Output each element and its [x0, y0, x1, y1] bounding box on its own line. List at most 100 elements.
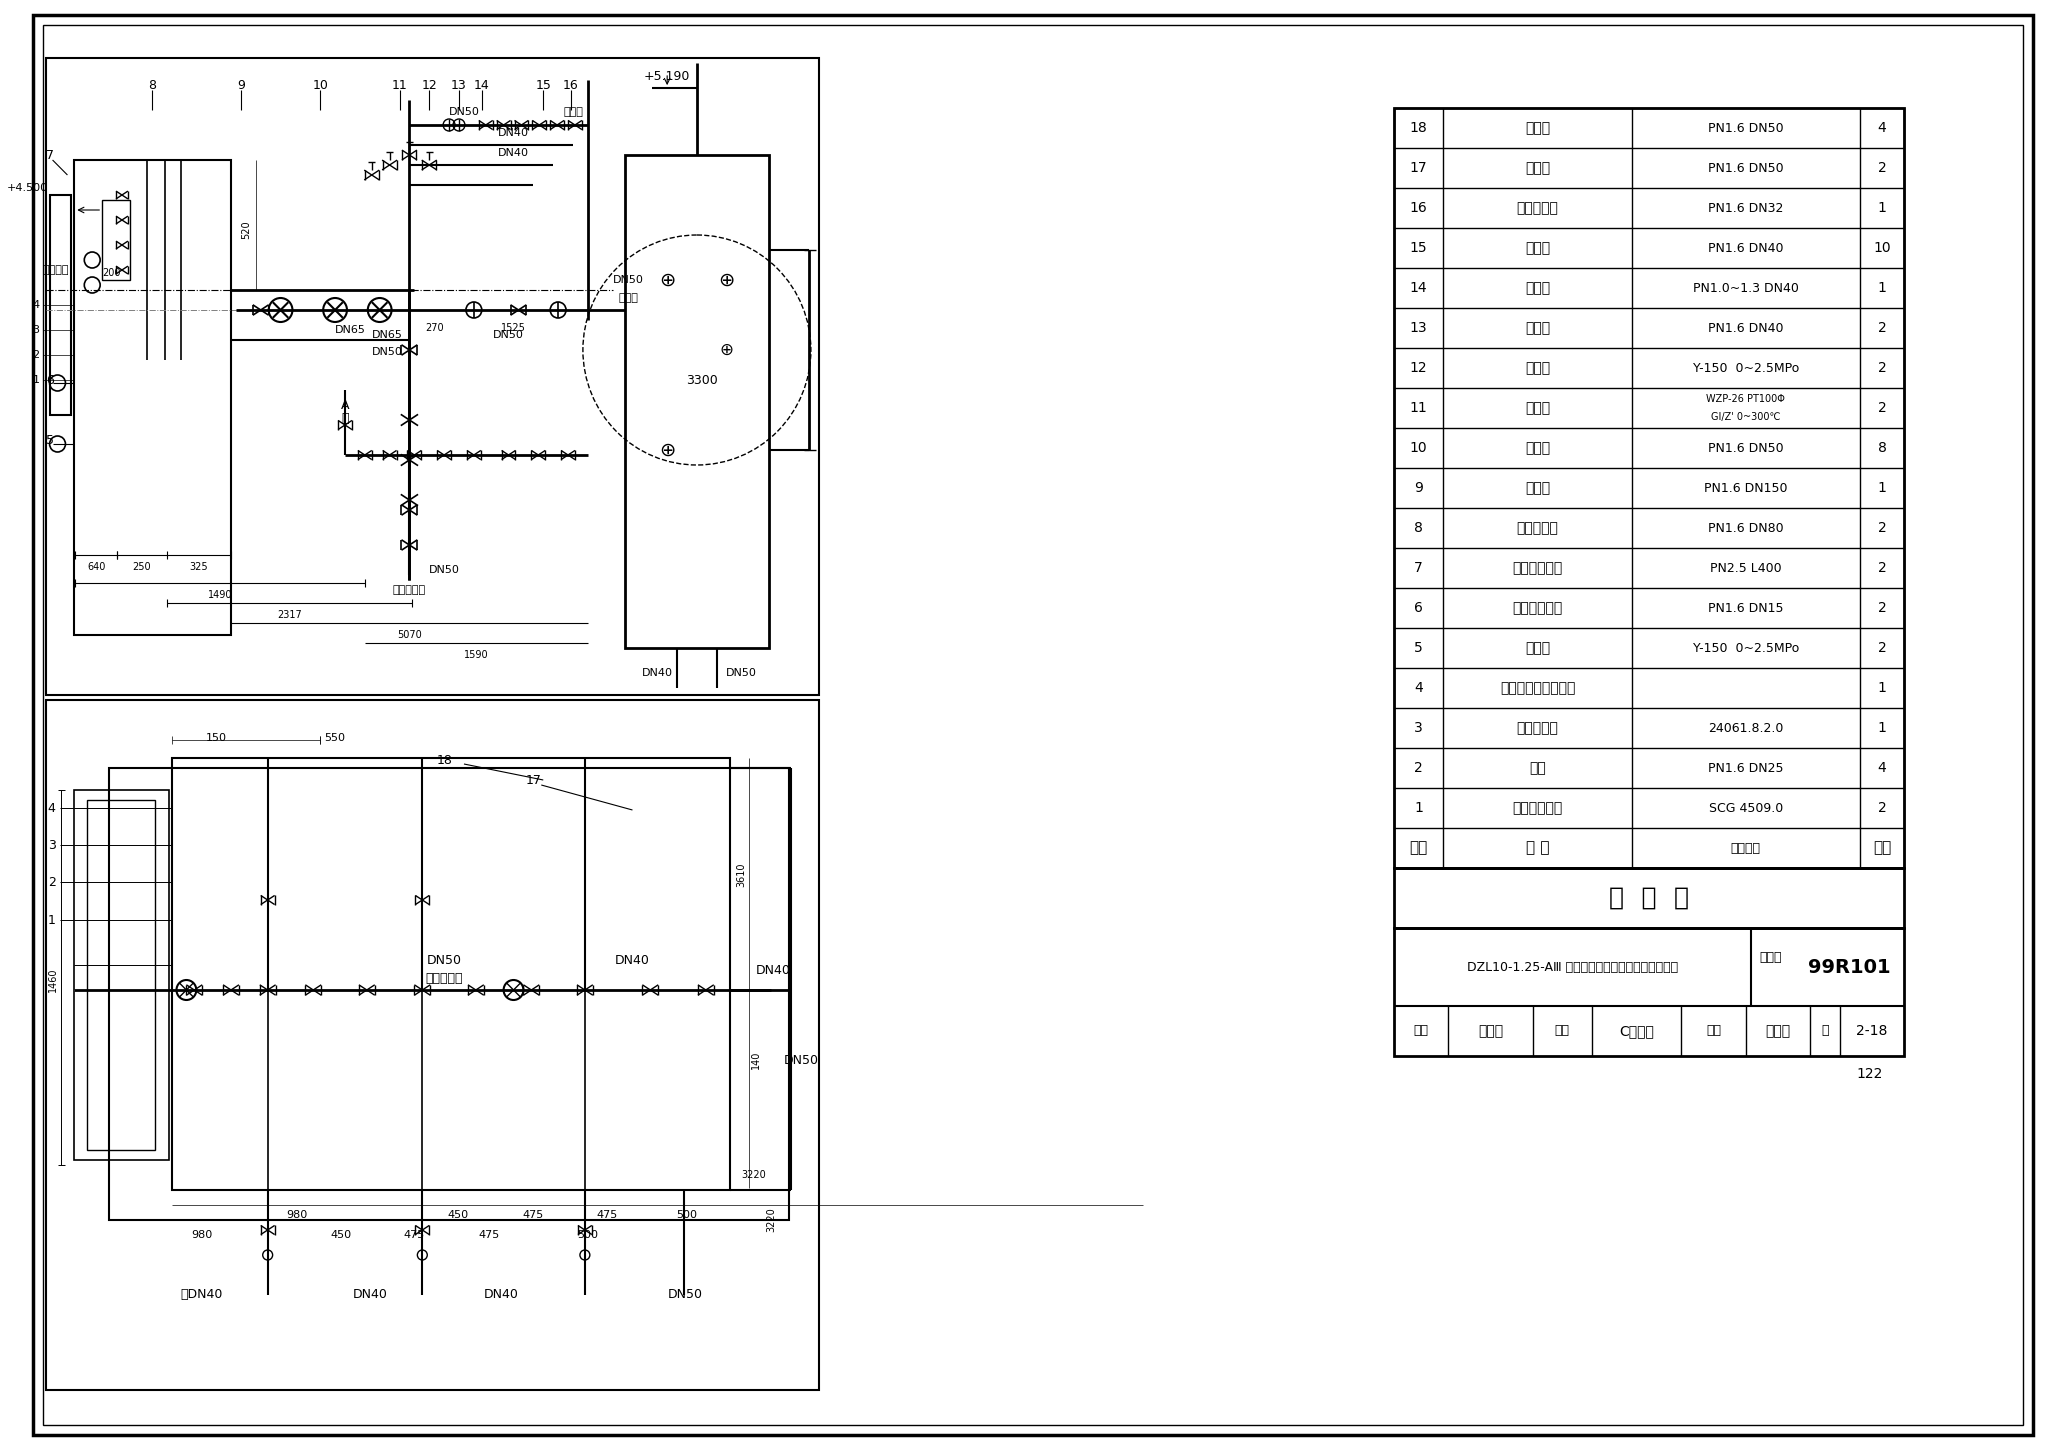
- Text: 12: 12: [422, 78, 436, 91]
- Bar: [102, 200, 129, 280]
- Text: DN50: DN50: [449, 107, 479, 117]
- Text: 序号: 序号: [1409, 841, 1427, 855]
- Text: 3220: 3220: [741, 1170, 766, 1180]
- Text: ⊕: ⊕: [719, 341, 733, 360]
- Text: 1: 1: [47, 914, 55, 927]
- Text: 1: 1: [1878, 481, 1886, 494]
- Text: PN1.6 DN50: PN1.6 DN50: [1708, 161, 1784, 174]
- Text: 3220: 3220: [766, 1208, 776, 1232]
- Text: 4: 4: [1878, 120, 1886, 135]
- Text: 3: 3: [1415, 721, 1423, 735]
- Text: DN50: DN50: [612, 276, 643, 286]
- Bar: [45, 700, 819, 1391]
- Text: 截止阀: 截止阀: [1526, 441, 1550, 455]
- Bar: [45, 58, 819, 695]
- Bar: [1395, 869, 1905, 928]
- Bar: [109, 768, 788, 1219]
- Text: 热电偶: 热电偶: [1526, 402, 1550, 415]
- Text: 3: 3: [47, 838, 55, 851]
- Text: 2: 2: [1878, 161, 1886, 175]
- Text: 旁路进水管: 旁路进水管: [426, 972, 463, 985]
- Text: 进水管: 进水管: [618, 293, 639, 303]
- Text: 3300: 3300: [686, 374, 717, 387]
- Text: C知名昕: C知名昕: [1620, 1024, 1655, 1038]
- Text: 500: 500: [676, 1209, 696, 1219]
- Text: 6: 6: [45, 374, 53, 387]
- Bar: [49, 194, 72, 415]
- Text: SCG 4509.0: SCG 4509.0: [1708, 802, 1784, 815]
- Text: 校对: 校对: [1554, 1025, 1569, 1038]
- Text: 2: 2: [1878, 361, 1886, 376]
- Text: DN50: DN50: [784, 1054, 819, 1067]
- Text: 15: 15: [1409, 241, 1427, 255]
- Text: 3610: 3610: [737, 863, 748, 887]
- Text: PN1.6 DN32: PN1.6 DN32: [1708, 202, 1784, 215]
- Text: 5: 5: [1415, 641, 1423, 655]
- Text: 8: 8: [1878, 441, 1886, 455]
- Text: 250: 250: [133, 563, 152, 571]
- Text: 1590: 1590: [463, 650, 487, 660]
- Text: 吴多汇: 吴多汇: [1479, 1024, 1503, 1038]
- Text: 8: 8: [147, 78, 156, 91]
- Text: 数量: 数量: [1872, 841, 1890, 855]
- Text: 325: 325: [188, 563, 207, 571]
- Text: 1: 1: [1878, 721, 1886, 735]
- Text: 2: 2: [47, 876, 55, 889]
- Text: 电动调节阀: 电动调节阀: [1518, 202, 1559, 215]
- Text: DN40: DN40: [352, 1289, 387, 1302]
- Text: 475: 475: [522, 1209, 543, 1219]
- Text: 1: 1: [1878, 202, 1886, 215]
- Text: 1490: 1490: [207, 590, 231, 600]
- Text: 5070: 5070: [397, 629, 422, 639]
- Text: 排污阀: 排污阀: [1526, 161, 1550, 175]
- Text: 内螺纹截止阀: 内螺纹截止阀: [1511, 600, 1563, 615]
- Bar: [625, 155, 770, 648]
- Text: 9: 9: [238, 78, 246, 91]
- Text: 平板式水位表: 平板式水位表: [1511, 561, 1563, 576]
- Text: 2: 2: [1878, 800, 1886, 815]
- Text: DZL10-1.25-AⅢ 组装蒸汽锅炉管道、阀门、仪表图: DZL10-1.25-AⅢ 组装蒸汽锅炉管道、阀门、仪表图: [1466, 960, 1677, 973]
- Text: 520: 520: [242, 220, 250, 239]
- Text: 名 称: 名 称: [1526, 841, 1548, 855]
- Text: 向: 向: [342, 412, 348, 425]
- Text: 16: 16: [563, 78, 580, 91]
- Text: 17: 17: [526, 773, 541, 786]
- Text: 1: 1: [1413, 800, 1423, 815]
- Text: DN50: DN50: [426, 954, 461, 967]
- Text: 1: 1: [33, 376, 39, 386]
- Text: 8: 8: [1413, 521, 1423, 535]
- Text: 1: 1: [1878, 281, 1886, 294]
- Text: PN1.6 DN40: PN1.6 DN40: [1708, 322, 1784, 335]
- Text: 10: 10: [1409, 441, 1427, 455]
- Text: 7: 7: [1415, 561, 1423, 576]
- Text: Y-150  0~2.5MPo: Y-150 0~2.5MPo: [1692, 641, 1798, 654]
- Text: 450: 450: [449, 1209, 469, 1219]
- Text: 475: 475: [596, 1209, 618, 1219]
- Text: 规格型号: 规格型号: [1731, 841, 1761, 854]
- Text: 7: 7: [45, 148, 53, 161]
- Text: 4: 4: [47, 802, 55, 815]
- Text: 截止阀: 截止阀: [1526, 320, 1550, 335]
- Text: DN40: DN40: [483, 1289, 518, 1302]
- Text: 11: 11: [1409, 402, 1427, 415]
- Text: 122: 122: [1855, 1067, 1882, 1082]
- Bar: [172, 758, 729, 1190]
- Text: 450: 450: [330, 1230, 352, 1240]
- Text: 980: 980: [287, 1209, 307, 1219]
- Text: DN40: DN40: [498, 148, 528, 158]
- Bar: [88, 800, 156, 1150]
- Text: 2: 2: [1878, 600, 1886, 615]
- Text: 2: 2: [1415, 761, 1423, 774]
- Text: DN65: DN65: [373, 331, 403, 339]
- Text: 旁路进水管: 旁路进水管: [393, 584, 426, 594]
- Text: 13: 13: [1409, 320, 1427, 335]
- Text: 24061.8.2.0: 24061.8.2.0: [1708, 722, 1784, 735]
- Text: +4.500: +4.500: [6, 183, 47, 193]
- Text: 17: 17: [1409, 161, 1427, 175]
- Text: 12: 12: [1409, 361, 1427, 376]
- Text: ⊕: ⊕: [659, 271, 676, 290]
- Text: 2: 2: [1878, 320, 1886, 335]
- Text: DN40: DN40: [641, 668, 672, 679]
- Text: 1525: 1525: [502, 323, 526, 334]
- Text: +5.190: +5.190: [643, 70, 690, 83]
